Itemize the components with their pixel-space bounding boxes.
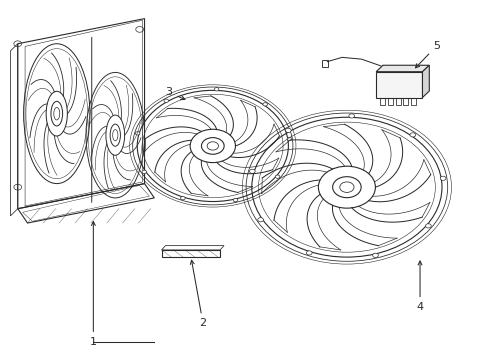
Text: 2: 2 [190, 260, 206, 328]
Circle shape [425, 224, 430, 228]
Circle shape [439, 176, 445, 180]
Polygon shape [422, 65, 428, 98]
Circle shape [233, 198, 237, 202]
Circle shape [275, 175, 279, 178]
Bar [375, 72, 422, 98]
Circle shape [163, 99, 168, 102]
Circle shape [214, 87, 219, 91]
Bar [161, 250, 220, 257]
Circle shape [142, 170, 146, 174]
Bar [395, 98, 400, 105]
Circle shape [263, 103, 267, 106]
Circle shape [285, 128, 290, 132]
Text: 4: 4 [416, 261, 423, 312]
Bar [387, 98, 392, 105]
Bar [321, 60, 328, 67]
Circle shape [249, 169, 255, 174]
Circle shape [257, 218, 263, 222]
Circle shape [372, 253, 378, 257]
Bar [410, 98, 415, 105]
Polygon shape [375, 65, 428, 72]
Circle shape [286, 137, 291, 140]
Bar [379, 98, 384, 105]
Circle shape [348, 114, 354, 118]
Circle shape [306, 251, 311, 255]
Text: 5: 5 [415, 41, 440, 68]
Circle shape [135, 132, 140, 135]
Text: 3: 3 [165, 87, 184, 100]
Circle shape [180, 197, 185, 200]
Circle shape [409, 133, 415, 137]
Text: 1: 1 [90, 222, 97, 347]
Bar [403, 98, 407, 105]
